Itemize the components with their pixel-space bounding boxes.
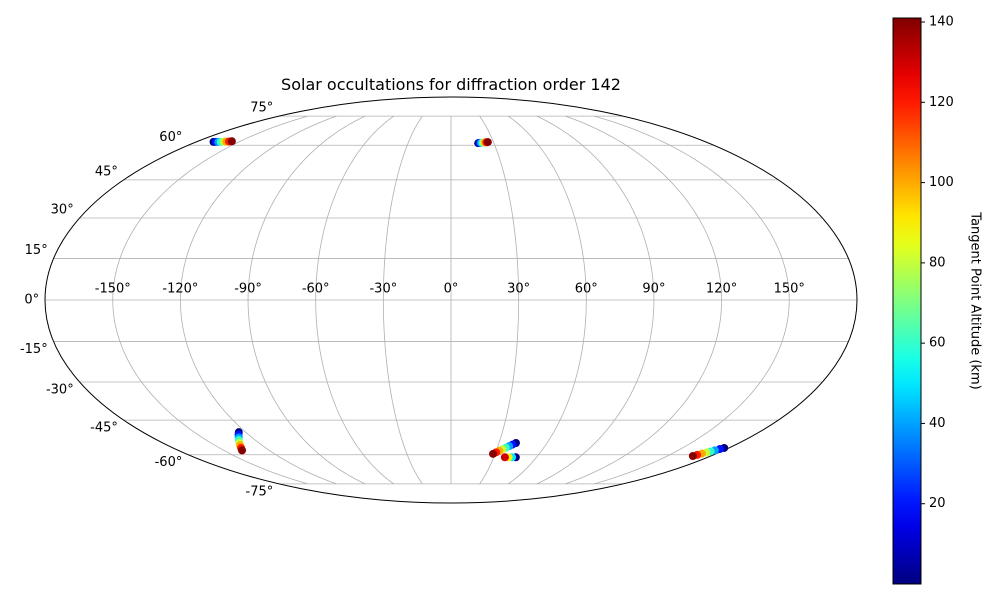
occultation-point xyxy=(688,452,697,461)
x-tick-label: 90° xyxy=(642,282,665,297)
colorbar-tick-label: 120 xyxy=(929,95,954,110)
grid-line xyxy=(247,115,366,485)
occultation-point xyxy=(483,138,492,147)
grid-line xyxy=(536,115,655,485)
colorbar-tick-label: 20 xyxy=(929,496,946,511)
y-tick-label: -75° xyxy=(246,484,274,499)
y-tick-label: 75° xyxy=(250,101,273,116)
x-tick-label: 60° xyxy=(575,282,598,297)
map-boundary xyxy=(44,96,858,504)
grid-line xyxy=(315,115,394,485)
y-tick-label: 60° xyxy=(159,130,182,145)
points xyxy=(209,137,729,462)
y-tick-label: 45° xyxy=(95,164,118,179)
x-tick-label: 30° xyxy=(507,282,530,297)
grid-line xyxy=(382,115,423,485)
y-tick-label: 15° xyxy=(25,243,48,258)
grid-line xyxy=(180,115,337,485)
grid-line xyxy=(112,115,308,485)
x-tick-label: -30° xyxy=(369,282,397,297)
x-tick-label: -150° xyxy=(95,282,131,297)
colorbar-tick-label: 60 xyxy=(929,336,946,351)
grid xyxy=(45,115,857,485)
colorbar-tick-label: 40 xyxy=(929,416,946,431)
colorbar-label: Tangent Point Altitude (km) xyxy=(968,211,983,389)
grid-line xyxy=(594,115,790,485)
y-tick-label: -15° xyxy=(20,342,48,357)
y-tick-label: 30° xyxy=(51,203,74,218)
x-tick-label: 120° xyxy=(706,282,737,297)
occultation-point xyxy=(227,137,236,146)
occultation-point xyxy=(500,453,509,462)
grid-line xyxy=(479,115,520,485)
y-tick-label: 0° xyxy=(24,293,39,308)
occultation-point xyxy=(489,449,498,458)
grid-line xyxy=(508,115,587,485)
chart-title: Solar occultations for diffraction order… xyxy=(281,75,621,94)
colorbar-tick-label: 140 xyxy=(929,15,954,30)
colorbar-tick-label: 100 xyxy=(929,175,954,190)
x-tick-label: 0° xyxy=(444,282,459,297)
y-tick-label: -30° xyxy=(46,382,74,397)
x-tick-label: 150° xyxy=(774,282,805,297)
colorbar-tick-label: 80 xyxy=(929,255,946,270)
occultation-point xyxy=(238,446,247,455)
grid-line xyxy=(565,115,722,485)
x-tick-label: -120° xyxy=(162,282,198,297)
y-tick-label: -45° xyxy=(90,421,118,436)
x-tick-label: -60° xyxy=(302,282,330,297)
y-tick-label: -60° xyxy=(155,455,183,470)
x-tick-label: -90° xyxy=(234,282,262,297)
colorbar xyxy=(892,17,922,585)
